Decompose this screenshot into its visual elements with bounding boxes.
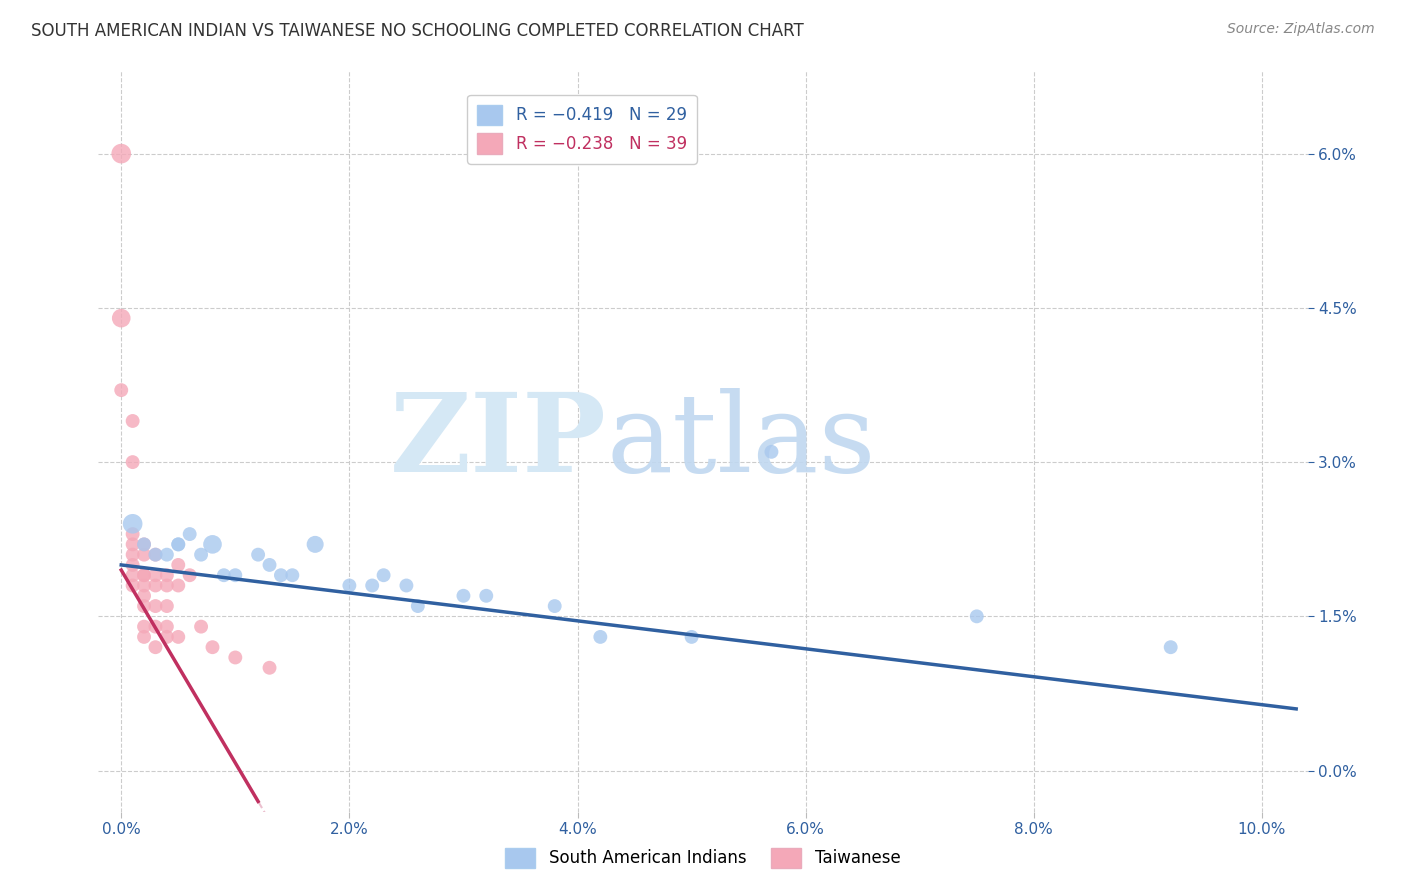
Point	[281, 568, 304, 582]
Point	[179, 568, 201, 582]
Point	[132, 589, 155, 603]
Point	[259, 661, 281, 675]
Point	[110, 146, 132, 161]
Point	[121, 516, 143, 531]
Point	[121, 558, 143, 572]
Point	[132, 568, 155, 582]
Point	[132, 620, 155, 634]
Point	[201, 537, 224, 551]
Point	[259, 558, 281, 572]
Point	[145, 578, 167, 592]
Text: atlas: atlas	[606, 388, 876, 495]
Point	[156, 620, 179, 634]
Point	[361, 578, 384, 592]
Text: Source: ZipAtlas.com: Source: ZipAtlas.com	[1227, 22, 1375, 37]
Point	[110, 311, 132, 326]
Point	[190, 620, 212, 634]
Point	[132, 630, 155, 644]
Point	[156, 548, 179, 562]
Text: ZIP: ZIP	[389, 388, 606, 495]
Point	[167, 537, 190, 551]
Point	[132, 548, 155, 562]
Point	[121, 548, 143, 562]
Point	[395, 578, 418, 592]
Point	[270, 568, 292, 582]
Point	[121, 414, 143, 428]
Point	[110, 383, 132, 397]
Point	[167, 578, 190, 592]
Point	[589, 630, 612, 644]
Point	[179, 527, 201, 541]
Point	[145, 599, 167, 613]
Point	[145, 568, 167, 582]
Point	[1160, 640, 1182, 655]
Point	[132, 537, 155, 551]
Point	[145, 548, 167, 562]
Point	[190, 548, 212, 562]
Point	[373, 568, 395, 582]
Point	[453, 589, 475, 603]
Point	[681, 630, 703, 644]
Point	[121, 578, 143, 592]
Point	[156, 578, 179, 592]
Point	[224, 650, 246, 665]
Point	[156, 630, 179, 644]
Point	[132, 599, 155, 613]
Point	[761, 445, 783, 459]
Point	[121, 527, 143, 541]
Point	[167, 630, 190, 644]
Point	[201, 640, 224, 655]
Point	[337, 578, 360, 592]
Point	[224, 568, 246, 582]
Legend: South American Indians, Taiwanese: South American Indians, Taiwanese	[499, 841, 907, 875]
Point	[156, 599, 179, 613]
Point	[145, 548, 167, 562]
Legend: R = −0.419   N = 29, R = −0.238   N = 39: R = −0.419 N = 29, R = −0.238 N = 39	[467, 95, 697, 163]
Point	[132, 568, 155, 582]
Point	[966, 609, 988, 624]
Point	[156, 568, 179, 582]
Point	[304, 537, 326, 551]
Point	[132, 537, 155, 551]
Point	[121, 537, 143, 551]
Point	[544, 599, 567, 613]
Point	[121, 455, 143, 469]
Point	[132, 578, 155, 592]
Point	[212, 568, 235, 582]
Point	[406, 599, 429, 613]
Point	[247, 548, 270, 562]
Text: SOUTH AMERICAN INDIAN VS TAIWANESE NO SCHOOLING COMPLETED CORRELATION CHART: SOUTH AMERICAN INDIAN VS TAIWANESE NO SC…	[31, 22, 804, 40]
Point	[167, 537, 190, 551]
Point	[475, 589, 498, 603]
Point	[145, 640, 167, 655]
Point	[121, 568, 143, 582]
Point	[167, 558, 190, 572]
Point	[145, 620, 167, 634]
